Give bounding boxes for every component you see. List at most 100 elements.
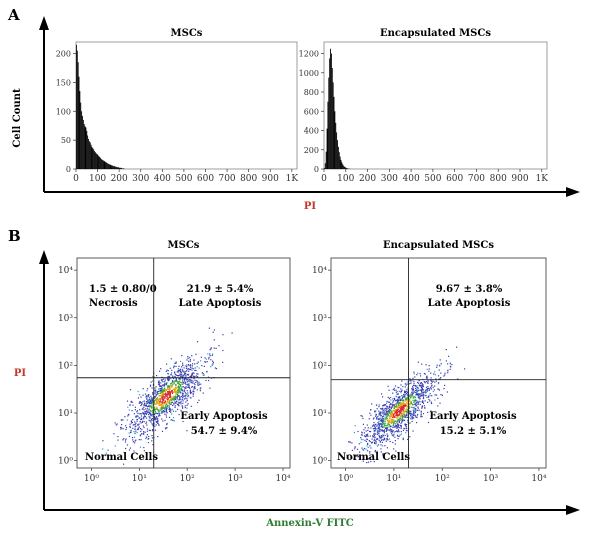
- d2-event-dot: [400, 410, 402, 412]
- d2-event-dot: [374, 411, 376, 413]
- histogram-encapsulated-mscs: Encapsulated MSCs 0 100 200 300 400 500 600 700…: [299, 28, 549, 184]
- h1-bar: [119, 167, 121, 169]
- d2-event-dot: [390, 411, 392, 413]
- d2-event-dot: [357, 456, 359, 458]
- d1-event-dot: [173, 403, 175, 405]
- d2-event-dot: [365, 430, 367, 432]
- d1-event-dot: [143, 404, 145, 406]
- d2-event-dot: [378, 423, 380, 425]
- d2-event-dot: [379, 412, 381, 414]
- d1-event-dot: [170, 384, 172, 386]
- d2-event-dot: [381, 416, 384, 418]
- d1-event-dot: [179, 371, 181, 373]
- d2-event-dot: [424, 390, 426, 393]
- d1-event-dot: [142, 388, 144, 390]
- d2-event-dot: [398, 396, 400, 398]
- d1-event-dot: [156, 402, 158, 404]
- d2-event-dot: [395, 413, 397, 415]
- d2-event-dot: [382, 434, 384, 436]
- d1-event-dot: [161, 379, 163, 381]
- d2-event-dot: [388, 421, 390, 424]
- d1-event-dot: [174, 380, 176, 382]
- h2-x-tick-label: 0: [321, 174, 327, 184]
- d1-event-dot: [148, 409, 150, 411]
- d1-event-dot: [134, 415, 137, 417]
- d1-event-dot: [173, 399, 175, 401]
- d1-event-dot: [163, 392, 165, 395]
- d1-event-dot: [164, 389, 166, 391]
- d2-event-dot: [412, 407, 414, 409]
- d2-event-dot: [399, 409, 401, 411]
- d1-event-dot: [158, 382, 160, 384]
- d1-event-dot: [183, 380, 186, 382]
- d1-event-dot: [159, 389, 161, 392]
- d2-event-dot: [368, 440, 370, 442]
- d2-event-dot: [413, 401, 415, 403]
- d2-event-dot: [384, 420, 386, 422]
- d1-event-dot: [159, 370, 161, 372]
- d2-event-dot: [409, 412, 411, 414]
- d1-event-dot: [169, 367, 171, 369]
- d1-event-dot: [137, 423, 139, 426]
- panel-a-y-axis-arrow: [39, 16, 49, 30]
- d2-event-dot: [392, 417, 394, 419]
- d2-event-dot: [381, 393, 383, 395]
- d1-event-dot: [157, 436, 159, 438]
- d2-event-dot: [401, 395, 403, 397]
- d1-event-dot: [161, 396, 163, 398]
- d1-event-dot: [179, 398, 181, 400]
- d2-event-dot: [430, 383, 432, 385]
- d2-event-dot: [434, 399, 436, 401]
- d2-event-dot: [393, 403, 395, 405]
- d1-event-dot: [156, 408, 158, 410]
- d1-event-dot: [176, 389, 178, 391]
- d2-event-dot: [413, 417, 415, 419]
- d2-event-dot: [394, 416, 396, 418]
- d2-event-dot: [418, 400, 420, 402]
- d2-event-dot: [402, 402, 404, 404]
- d2-event-dot: [387, 401, 389, 403]
- h1-bar: [97, 155, 99, 169]
- d2-event-dot: [420, 410, 422, 412]
- d2-event-dot: [394, 436, 396, 438]
- d1-event-dot: [151, 387, 153, 389]
- d1-event-dot: [169, 383, 172, 385]
- d1-event-dot: [166, 395, 168, 398]
- d2-event-dot: [410, 394, 412, 397]
- d1-event-dot: [144, 431, 146, 433]
- d2-event-dot: [400, 425, 402, 427]
- h2-y-tick-label: 800: [304, 88, 319, 97]
- d1-event-dot: [174, 397, 176, 399]
- d2-event-dot: [386, 405, 388, 407]
- d2-event-dot: [359, 451, 361, 453]
- d1-event-dot: [168, 386, 170, 388]
- d2-event-dot: [412, 377, 414, 379]
- d2-event-dot: [358, 443, 360, 445]
- d1-event-dot: [186, 370, 188, 372]
- d2-event-dot: [397, 403, 400, 405]
- d2-event-dot: [395, 410, 397, 412]
- d2-event-dot: [414, 410, 416, 412]
- d2-event-dot: [375, 441, 377, 443]
- d1-event-dot: [183, 367, 185, 369]
- h1-bar: [114, 166, 116, 169]
- d2-event-dot: [400, 414, 402, 416]
- d1-event-dot: [183, 379, 185, 381]
- d1-event-dot: [167, 400, 169, 402]
- dotplot-mscs-title: MSCs: [168, 240, 200, 251]
- d1-event-dot: [158, 412, 160, 414]
- d2-event-dot: [383, 409, 385, 411]
- d1-event-dot: [157, 381, 160, 384]
- d1-event-dot: [113, 433, 115, 435]
- d1-event-dot: [172, 399, 175, 401]
- d1-event-dot: [202, 392, 204, 394]
- d1-event-dot: [195, 369, 197, 372]
- d2-event-dot: [440, 363, 442, 365]
- d2-event-dot: [401, 380, 403, 382]
- d2-event-dot: [389, 424, 391, 426]
- d1-event-dot: [168, 405, 170, 407]
- d1-event-dot: [202, 373, 204, 375]
- d2-event-dot: [393, 422, 395, 424]
- d2-event-dot: [437, 388, 439, 390]
- d2-event-dot: [428, 387, 430, 390]
